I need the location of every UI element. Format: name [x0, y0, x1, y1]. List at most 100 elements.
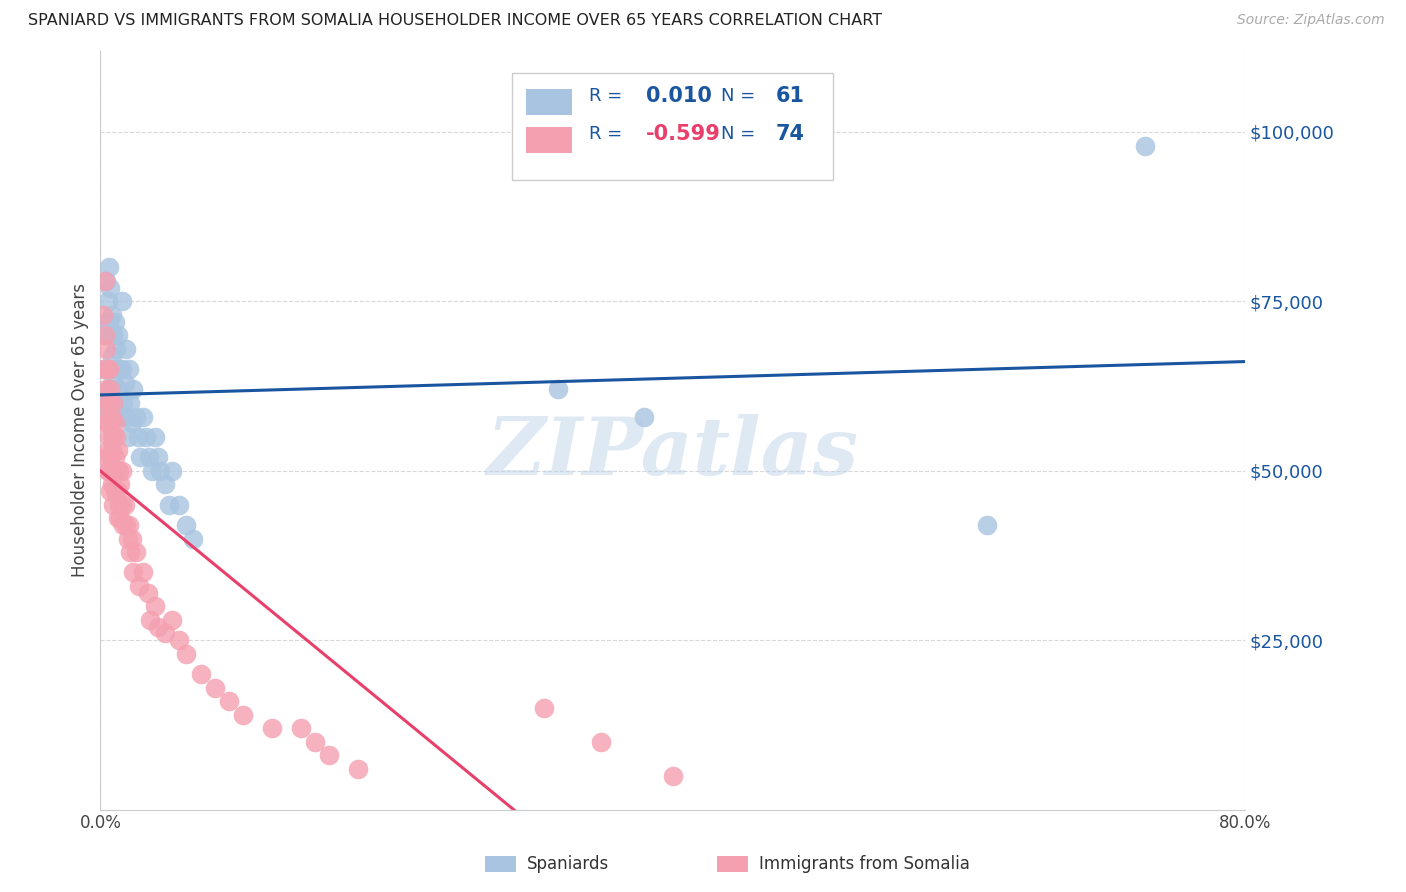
Point: [96, 409, 118, 424]
Text: Source: ZipAtlas.com: Source: ZipAtlas.com: [1237, 13, 1385, 28]
Point: [661, 769, 683, 783]
Point: [98, 417, 121, 431]
Point: [97, 383, 120, 397]
Point: [107, 511, 129, 525]
Point: [104, 315, 127, 329]
Text: N =: N =: [721, 125, 761, 143]
Point: [96, 362, 118, 376]
Point: [110, 477, 132, 491]
Text: -0.599: -0.599: [647, 124, 721, 145]
Point: [104, 362, 127, 376]
Point: [118, 362, 141, 376]
Point: [101, 409, 124, 424]
Point: [111, 294, 134, 309]
Point: [97, 315, 120, 329]
Point: [125, 409, 148, 424]
Point: [318, 748, 340, 763]
Point: [101, 396, 124, 410]
Point: [98, 281, 121, 295]
Point: [117, 430, 139, 444]
Point: [94, 417, 117, 431]
Point: [115, 409, 138, 424]
Point: [97, 260, 120, 275]
Point: [93, 274, 115, 288]
Point: [290, 721, 312, 735]
Point: [146, 619, 169, 633]
Point: [304, 735, 326, 749]
Point: [97, 464, 120, 478]
Point: [94, 274, 117, 288]
Point: [111, 464, 134, 478]
Point: [105, 464, 128, 478]
Text: Immigrants from Somalia: Immigrants from Somalia: [759, 855, 970, 873]
Point: [107, 484, 129, 499]
Point: [96, 328, 118, 343]
Point: [96, 396, 118, 410]
Point: [149, 464, 172, 478]
Point: [976, 518, 998, 533]
Text: 61: 61: [776, 87, 804, 106]
Point: [111, 498, 134, 512]
Point: [143, 599, 166, 614]
Point: [103, 430, 125, 444]
Point: [115, 518, 138, 533]
Point: [114, 498, 136, 512]
Point: [120, 396, 142, 410]
Point: [533, 701, 555, 715]
Point: [110, 511, 132, 525]
Point: [96, 464, 118, 478]
Point: [114, 376, 136, 390]
Point: [260, 721, 283, 735]
Point: [103, 464, 125, 478]
Point: [94, 450, 117, 465]
Text: R =: R =: [589, 87, 628, 105]
Point: [96, 417, 118, 431]
Text: Spaniards: Spaniards: [527, 855, 609, 873]
Point: [98, 450, 121, 465]
Point: [96, 294, 118, 309]
Point: [112, 518, 135, 533]
Text: R =: R =: [589, 125, 628, 143]
Point: [141, 464, 163, 478]
Point: [98, 383, 121, 397]
Text: 74: 74: [776, 124, 804, 145]
Point: [91, 362, 114, 376]
Point: [112, 396, 135, 410]
Point: [110, 409, 132, 424]
Point: [98, 328, 121, 343]
Point: [115, 342, 138, 356]
Point: [93, 409, 115, 424]
Point: [122, 383, 145, 397]
Point: [103, 376, 125, 390]
Point: [93, 328, 115, 343]
Point: [153, 626, 176, 640]
Point: [232, 707, 254, 722]
Point: [153, 477, 176, 491]
Text: 0.010: 0.010: [647, 87, 713, 106]
Point: [108, 464, 131, 478]
Point: [94, 396, 117, 410]
Point: [157, 498, 180, 512]
Point: [108, 498, 131, 512]
Point: [103, 396, 125, 410]
Point: [633, 409, 655, 424]
Point: [183, 532, 205, 546]
Bar: [526, 127, 572, 153]
Point: [160, 613, 183, 627]
Point: [94, 362, 117, 376]
Point: [105, 342, 128, 356]
Point: [105, 430, 128, 444]
Point: [93, 362, 115, 376]
Point: [218, 694, 240, 708]
Point: [591, 735, 613, 749]
Point: [136, 585, 159, 599]
Point: [174, 647, 197, 661]
Point: [94, 315, 117, 329]
Point: [121, 417, 143, 431]
Point: [104, 409, 127, 424]
Point: [138, 450, 160, 465]
Point: [97, 396, 120, 410]
Point: [132, 409, 155, 424]
Point: [204, 681, 226, 695]
Point: [104, 417, 127, 431]
